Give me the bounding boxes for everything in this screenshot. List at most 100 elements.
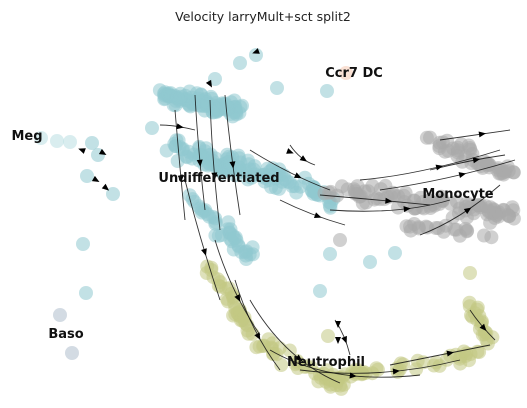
cell-point-undifferentiated-244 bbox=[202, 209, 217, 224]
cluster-label-undifferentiated: Undifferentiated bbox=[158, 171, 279, 186]
cell-point-neutrophil-587 bbox=[463, 266, 477, 280]
velocity-arrow-3 bbox=[229, 161, 236, 169]
streamline-18 bbox=[419, 184, 501, 236]
cell-point-meg-582 bbox=[50, 134, 64, 148]
cell-point-undifferentiated-93 bbox=[164, 89, 179, 104]
cell-point-monocyte-399 bbox=[506, 165, 521, 180]
cell-point-monocyte-355 bbox=[391, 200, 405, 215]
cluster-label-meg: Meg bbox=[11, 129, 42, 144]
streamline-15 bbox=[329, 199, 451, 212]
streamline-6 bbox=[234, 279, 281, 371]
cell-point-undifferentiated-566 bbox=[270, 81, 284, 95]
velocity-arrow-stray-5 bbox=[252, 48, 260, 54]
velocity-arrow-19 bbox=[478, 131, 486, 138]
velocity-arrowheads bbox=[78, 48, 487, 379]
streamline-8 bbox=[269, 349, 421, 378]
cell-point-neutrophil-588 bbox=[321, 329, 335, 343]
velocity-arrow-stray-8 bbox=[335, 337, 341, 344]
velocity-arrow-12 bbox=[294, 172, 302, 179]
velocity-arrow-16 bbox=[435, 164, 444, 171]
velocity-arrow-15 bbox=[403, 206, 411, 213]
velocity-arrow-22 bbox=[176, 123, 184, 130]
cell-point-monocyte-356 bbox=[463, 200, 478, 215]
cell-point-undifferentiated-568 bbox=[85, 136, 99, 150]
cell-point-undifferentiated-235 bbox=[211, 228, 226, 243]
velocity-arrow-stray-2 bbox=[91, 175, 100, 182]
cell-point-monocyte-389 bbox=[419, 130, 434, 145]
velocity-arrow-14 bbox=[385, 197, 393, 204]
streamline-12 bbox=[249, 149, 331, 191]
cell-point-undifferentiated-90 bbox=[205, 104, 220, 119]
cell-point-undifferentiated-575 bbox=[323, 247, 337, 261]
cluster-labels: Undifferentiated Monocyte Neutrophil Ccr7 D… bbox=[11, 66, 493, 370]
cell-point-meg-581 bbox=[34, 131, 48, 145]
cell-point-meg-583 bbox=[63, 135, 77, 149]
cell-point-ccr7-dc-586 bbox=[339, 66, 353, 80]
cell-point-neutrophil-459 bbox=[237, 310, 252, 325]
velocity-arrow-1 bbox=[196, 159, 203, 167]
cell-point-neutrophil-536 bbox=[439, 352, 454, 367]
cell-point-undifferentiated-198 bbox=[280, 174, 295, 189]
cell-point-neutrophil-504 bbox=[269, 347, 284, 362]
cluster-label-neutrophil: Neutrophil bbox=[287, 355, 365, 370]
cell-point-monocyte-345 bbox=[348, 186, 363, 201]
cell-point-undifferentiated-570 bbox=[106, 187, 120, 201]
streamline-7 bbox=[249, 299, 341, 384]
cell-point-monocyte-423 bbox=[438, 218, 453, 233]
streamline-10 bbox=[389, 344, 491, 366]
streamline-23 bbox=[289, 144, 316, 166]
cell-point-undifferentiated-194 bbox=[248, 167, 262, 182]
streamline-1 bbox=[194, 94, 206, 211]
velocity-arrow-18 bbox=[463, 207, 472, 214]
streamline-14 bbox=[319, 194, 431, 206]
cell-point-monocyte-350 bbox=[317, 186, 332, 201]
streamline-9 bbox=[299, 359, 461, 374]
velocity-arrow-4 bbox=[201, 248, 207, 256]
velocity-arrow-stray-6 bbox=[286, 148, 294, 154]
streamline-2 bbox=[209, 99, 221, 231]
velocity-arrow-stray-4 bbox=[205, 79, 212, 88]
cell-point-undifferentiated-201 bbox=[218, 157, 233, 172]
cell-point-neutrophil-494 bbox=[274, 358, 289, 372]
cell-point-monocyte-341 bbox=[443, 196, 458, 211]
velocity-arrow-stray-7 bbox=[335, 321, 341, 328]
streamline-11 bbox=[469, 309, 496, 341]
cell-point-neutrophil-539 bbox=[396, 357, 411, 372]
cell-point-neutrophil-445 bbox=[219, 291, 234, 306]
cell-point-undifferentiated-94 bbox=[233, 100, 248, 114]
cell-point-monocyte-403 bbox=[494, 162, 509, 177]
velocity-arrow-8 bbox=[349, 372, 357, 379]
cell-point-undifferentiated-571 bbox=[80, 169, 94, 183]
cell-point-neutrophil-537 bbox=[351, 363, 366, 378]
cell-point-neutrophil-525 bbox=[370, 362, 385, 377]
velocity-arrow-23 bbox=[299, 155, 308, 162]
streamline-13 bbox=[279, 199, 346, 226]
cell-point-undifferentiated-242 bbox=[231, 238, 246, 253]
velocity-arrow-7 bbox=[294, 354, 303, 362]
cell-point-baso-585 bbox=[65, 346, 79, 360]
cell-point-undifferentiated-578 bbox=[313, 284, 327, 298]
cell-point-undifferentiated-576 bbox=[388, 246, 402, 260]
cell-point-neutrophil-554 bbox=[462, 295, 477, 310]
cell-point-undifferentiated-580 bbox=[233, 56, 247, 70]
streamline-0 bbox=[174, 109, 186, 221]
cell-point-monocyte-415 bbox=[484, 230, 499, 245]
velocity-arrow-9 bbox=[392, 368, 400, 375]
cell-point-undifferentiated-264 bbox=[306, 186, 321, 201]
cell-point-undifferentiated-574 bbox=[145, 121, 159, 135]
velocity-arrow-stray-0 bbox=[78, 148, 86, 154]
cell-point-undifferentiated-262 bbox=[323, 200, 338, 215]
cell-point-monocyte-336 bbox=[359, 195, 374, 210]
streamline-19 bbox=[439, 129, 511, 141]
cell-point-monocyte-420 bbox=[460, 223, 475, 238]
cell-point-monocyte-391 bbox=[462, 141, 477, 155]
cell-point-undifferentiated-187 bbox=[266, 167, 281, 182]
velocity-arrow-0 bbox=[177, 175, 184, 183]
cell-point-undifferentiated-577 bbox=[363, 255, 377, 269]
velocity-arrow-stray-1 bbox=[98, 148, 107, 155]
cell-point-monocyte-402 bbox=[450, 143, 465, 158]
cell-point-undifferentiated-573 bbox=[79, 286, 93, 300]
streamline-3 bbox=[224, 94, 241, 216]
cell-point-neutrophil-562 bbox=[472, 309, 487, 323]
